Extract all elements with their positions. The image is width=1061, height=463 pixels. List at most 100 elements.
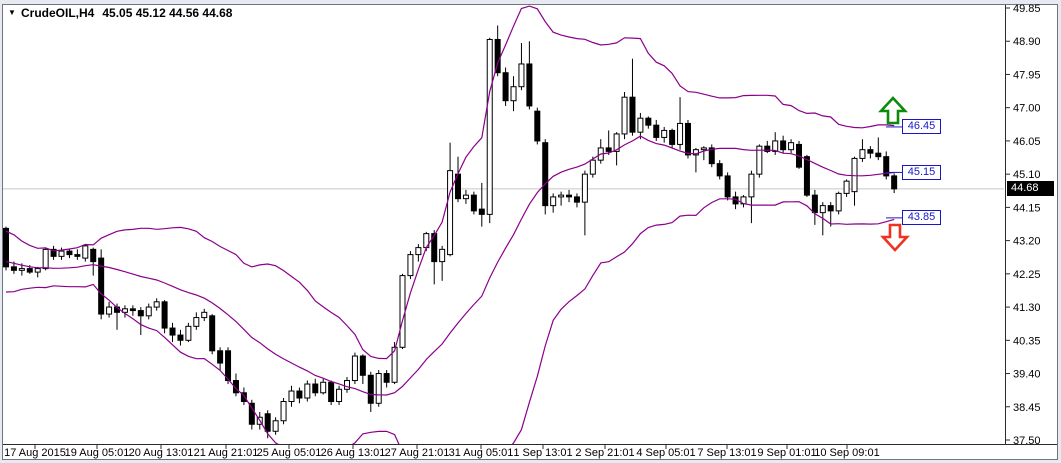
- time-tick-label: 1 Sep 13:01: [513, 447, 572, 459]
- price-scale[interactable]: 49.85 48.90 47.95 47.00 46.05 45.10 44.15 43.20…: [1006, 3, 1041, 447]
- window-margin-top: [0, 0, 1061, 4]
- candle-body: [470, 194, 477, 212]
- candle-body: [526, 63, 533, 107]
- buy-signal-arrow-up-icon[interactable]: [878, 96, 908, 125]
- candle: [98, 249, 105, 320]
- candle: [700, 146, 707, 161]
- candle-body: [240, 392, 247, 403]
- candle: [875, 137, 882, 161]
- candle-body: [708, 147, 715, 165]
- candle: [106, 301, 113, 318]
- candle-body: [10, 266, 17, 271]
- candle: [121, 305, 128, 318]
- candle-body: [82, 245, 89, 259]
- candle: [740, 195, 747, 208]
- candle-body: [161, 301, 168, 329]
- candle-body: [3, 227, 9, 268]
- candle-body: [415, 247, 422, 256]
- candle-body: [193, 317, 200, 327]
- price-level-box[interactable]: 45.15: [902, 164, 941, 180]
- price-tick-label: 42.25: [1013, 269, 1041, 281]
- candle-body: [367, 374, 374, 404]
- price-tick-label: 47.00: [1013, 103, 1041, 115]
- candle-body: [716, 163, 723, 177]
- candle-body: [343, 380, 350, 390]
- candle-body: [764, 145, 771, 152]
- candle-body: [653, 124, 660, 138]
- sell-signal-arrow-down-icon[interactable]: [880, 223, 910, 252]
- candle: [193, 312, 200, 330]
- candle-body: [351, 355, 358, 382]
- candle-body: [50, 248, 57, 257]
- candle-body: [391, 346, 398, 383]
- candle-body: [232, 380, 239, 394]
- candle: [375, 370, 382, 407]
- candle-body: [803, 156, 810, 196]
- candle: [883, 151, 890, 180]
- candle-body: [74, 254, 81, 257]
- candle: [613, 132, 620, 166]
- candle-body: [661, 129, 668, 138]
- price-tick-label: 43.20: [1013, 236, 1041, 248]
- candle-body: [407, 254, 414, 277]
- candle-body: [811, 194, 818, 214]
- candle: [328, 380, 335, 406]
- candle-body: [177, 334, 184, 341]
- candle: [502, 67, 509, 106]
- candle: [177, 329, 184, 346]
- candle-body: [169, 327, 176, 336]
- candle: [407, 251, 414, 280]
- candle-body: [756, 145, 763, 175]
- candle-body: [748, 173, 755, 198]
- candle-body: [573, 196, 580, 203]
- candle: [566, 189, 573, 203]
- candle-body: [645, 117, 652, 126]
- candle-body: [827, 205, 834, 212]
- candle-body: [637, 117, 644, 133]
- candle: [827, 202, 834, 227]
- ohlc-quote-label: 45.05 45.12 44.56 44.68: [102, 6, 233, 20]
- time-tick-label: 20 Aug 13:01: [129, 447, 194, 459]
- time-tick-label: 7 Sep 13:01: [697, 447, 756, 459]
- candle-body: [486, 38, 493, 215]
- candle: [605, 130, 612, 155]
- candle: [336, 385, 343, 406]
- time-tick-label: 19 Aug 05:01: [65, 447, 130, 459]
- candle-body: [534, 110, 541, 142]
- candle: [415, 244, 422, 262]
- price-level-box[interactable]: 43.85: [902, 210, 941, 226]
- candle-body: [462, 194, 469, 200]
- price-tick-label: 49.85: [1013, 3, 1041, 15]
- time-tick-label: 9 Sep 01:01: [757, 447, 816, 459]
- candle: [169, 322, 176, 343]
- candle: [677, 97, 684, 150]
- price-level-box[interactable]: 46.45: [902, 119, 941, 135]
- candle: [558, 191, 565, 206]
- candle-body: [605, 147, 612, 152]
- candle: [431, 230, 438, 285]
- candle-body: [629, 96, 636, 133]
- candle-body: [58, 250, 65, 257]
- candle: [82, 244, 89, 262]
- candle: [756, 144, 763, 178]
- candle-body: [788, 142, 795, 151]
- candle: [724, 172, 731, 201]
- candle: [320, 378, 327, 395]
- candle-body: [692, 149, 699, 156]
- bollinger-upper-band: [5, 5, 895, 360]
- candle-body: [42, 248, 49, 270]
- candle: [534, 107, 541, 145]
- candle: [90, 247, 97, 276]
- time-tick-label: 31 Aug 05:01: [449, 447, 514, 459]
- candle: [351, 352, 358, 385]
- price-tick-label: 44.15: [1013, 202, 1041, 214]
- price-tick-label: 46.05: [1013, 136, 1041, 148]
- window-frame: [2, 4, 1058, 460]
- candle-body: [90, 248, 97, 263]
- candle-body: [248, 402, 255, 425]
- candle-body: [700, 147, 707, 151]
- symbol-marker-icon[interactable]: ▼: [8, 8, 16, 17]
- candle-body: [288, 390, 295, 403]
